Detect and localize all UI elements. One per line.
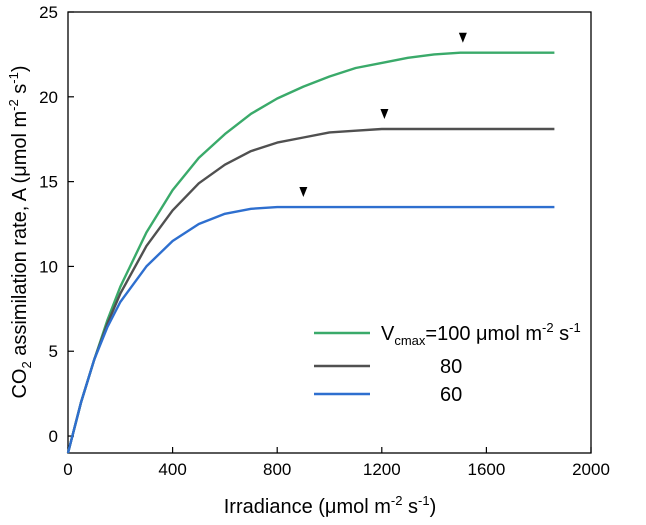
y-tick-label: 20 — [39, 88, 58, 107]
plot-frame — [67, 11, 592, 454]
x-tick-label: 800 — [263, 460, 291, 479]
x-axis-ticks: 0 400 800 1200 1600 2000 — [63, 447, 610, 479]
series-line-0 — [66, 51, 555, 454]
y-axis-title: CO2 assimilation rate, A (μmol m-2 s-1) — [6, 65, 34, 398]
x-tick-label: 2000 — [572, 460, 610, 479]
x-tick-label: 0 — [63, 460, 72, 479]
series-line-2 — [66, 205, 555, 454]
saturation-marker-0 — [458, 32, 467, 43]
legend-label-vcmax-60: 60 — [440, 384, 462, 406]
x-tick-label: 400 — [158, 460, 186, 479]
x-axis-title: Irradiance (μmol m-2 s-1) — [224, 493, 437, 518]
y-tick-label: 25 — [39, 3, 58, 22]
series-line-1 — [66, 127, 555, 454]
y-axis-ticks: 0 5 10 15 20 25 — [39, 3, 74, 446]
y-tick-label: 0 — [49, 427, 58, 446]
x-tick-label: 1200 — [363, 460, 401, 479]
saturation-marker-1 — [380, 109, 389, 120]
saturation-marker-2 — [299, 187, 308, 198]
y-tick-label: 5 — [49, 342, 58, 361]
y-tick-label: 15 — [39, 173, 58, 192]
x-tick-label: 1600 — [467, 460, 505, 479]
y-tick-label: 10 — [39, 257, 58, 276]
legend-label-vcmax-100: Vcmax=100 μmol m-2 s-1 — [381, 320, 581, 348]
series-lines — [66, 51, 555, 454]
legend: Vcmax=100 μmol m-2 s-1 80 60 — [314, 320, 581, 406]
legend-label-vcmax-80: 80 — [440, 356, 462, 378]
saturation-markers — [299, 32, 467, 198]
